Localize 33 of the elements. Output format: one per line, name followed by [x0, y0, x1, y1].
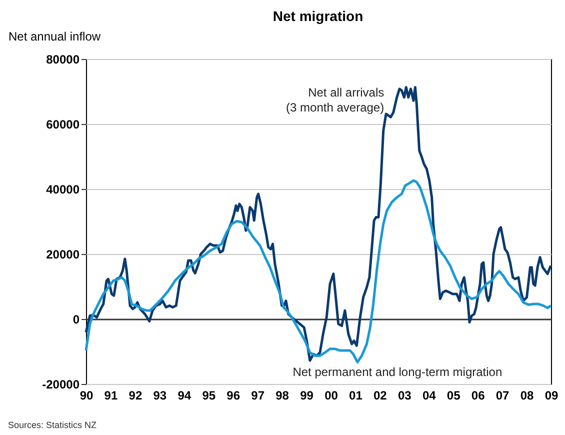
- y-tick-label: 20000: [46, 248, 80, 262]
- y-tick-label: 60000: [46, 118, 80, 132]
- x-tick-label: 97: [251, 388, 265, 402]
- x-tick-label: 05: [446, 388, 461, 402]
- line-series: [84, 179, 552, 364]
- x-tick-label: 03: [398, 388, 412, 402]
- x-tick-label: 09: [544, 388, 558, 402]
- x-tick-label: 93: [153, 388, 167, 402]
- line-series: [84, 86, 552, 362]
- x-tick-label: 96: [226, 388, 240, 402]
- x-tick-label: 00: [324, 388, 338, 402]
- x-tick-label: 04: [422, 388, 436, 402]
- series-label: Net all arrivals (3 month average): [286, 85, 384, 114]
- x-tick-label: 06: [471, 388, 486, 402]
- x-tick-label: 01: [349, 388, 363, 402]
- x-tick-label: 92: [128, 388, 142, 402]
- y-tick-label: -20000: [42, 378, 80, 392]
- y-axis-title: Net annual inflow: [8, 30, 101, 44]
- y-tick-label: 40000: [46, 182, 80, 196]
- x-tick-label: 08: [520, 388, 534, 402]
- x-tick-label: 02: [374, 388, 388, 402]
- y-tick-label: 80000: [46, 52, 80, 66]
- x-tick-label: 07: [496, 388, 510, 402]
- x-tick-label: 98: [276, 388, 290, 402]
- x-tick-label: 95: [202, 388, 216, 402]
- y-tick-label: 0: [72, 312, 80, 326]
- x-tick-label: 90: [80, 388, 94, 402]
- x-tick-label: 91: [104, 388, 118, 402]
- x-tick-label: 94: [178, 388, 192, 402]
- series-label: Net permanent and long-term migration: [292, 365, 502, 380]
- x-tick-label: 99: [300, 388, 314, 402]
- chart-title: Net migration: [272, 8, 364, 24]
- source-note: Sources: Statistics NZ: [8, 420, 98, 430]
